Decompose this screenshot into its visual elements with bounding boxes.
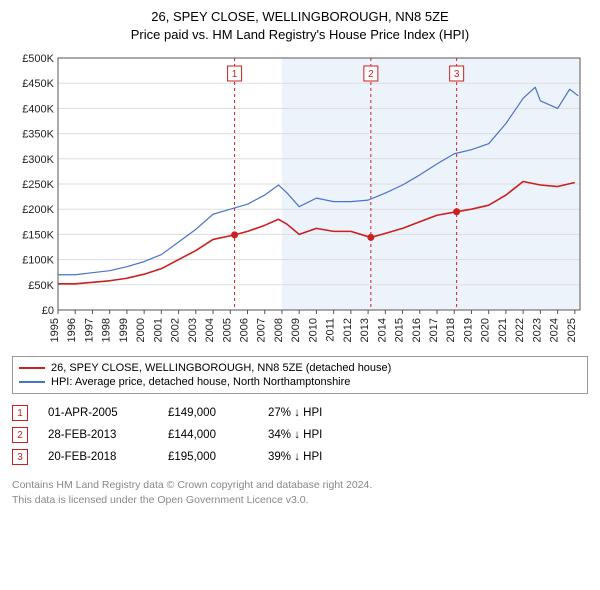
svg-text:2013: 2013 (359, 318, 371, 342)
svg-text:2016: 2016 (411, 318, 423, 342)
sale-date-1: 01-APR-2005 (48, 407, 148, 419)
svg-text:2020: 2020 (480, 318, 492, 342)
svg-text:2006: 2006 (239, 318, 251, 342)
sale-marker-2: 2 (12, 427, 28, 443)
legend-label-property: 26, SPEY CLOSE, WELLINGBOROUGH, NN8 5ZE … (51, 362, 391, 374)
svg-text:2015: 2015 (394, 318, 406, 342)
svg-text:2019: 2019 (462, 318, 474, 342)
legend-swatch-property (19, 367, 45, 369)
sale-price-1: £149,000 (168, 407, 248, 419)
sale-marker-1: 1 (12, 405, 28, 421)
svg-text:1999: 1999 (118, 318, 130, 342)
svg-text:3: 3 (454, 69, 460, 80)
chart-title: 26, SPEY CLOSE, WELLINGBOROUGH, NN8 5ZE … (12, 8, 588, 44)
svg-text:£50K: £50K (28, 280, 54, 292)
svg-text:2001: 2001 (152, 318, 164, 342)
svg-text:£150K: £150K (22, 230, 54, 242)
sale-delta-3: 39% ↓ HPI (268, 451, 358, 463)
sale-date-3: 20-FEB-2018 (48, 451, 148, 463)
chart-container: 26, SPEY CLOSE, WELLINGBOROUGH, NN8 5ZE … (0, 0, 600, 515)
legend: 26, SPEY CLOSE, WELLINGBOROUGH, NN8 5ZE … (12, 356, 588, 394)
sale-price-2: £144,000 (168, 429, 248, 441)
svg-text:2007: 2007 (256, 318, 268, 342)
svg-text:£450K: £450K (22, 79, 54, 91)
svg-text:£250K: £250K (22, 179, 54, 191)
sale-marker-3: 3 (12, 449, 28, 465)
line-chart-svg: £0 £50K £100K £150K £200K £250K £300K £350K £400… (12, 50, 588, 350)
svg-text:£400K: £400K (22, 104, 54, 116)
svg-text:2008: 2008 (273, 318, 285, 342)
svg-text:2003: 2003 (187, 318, 199, 342)
svg-text:2004: 2004 (204, 318, 216, 342)
title-line-1: 26, SPEY CLOSE, WELLINGBOROUGH, NN8 5ZE (12, 8, 588, 26)
sale-row-1: 1 01-APR-2005 £149,000 27% ↓ HPI (12, 402, 588, 424)
sale-price-3: £195,000 (168, 451, 248, 463)
svg-text:2005: 2005 (221, 318, 233, 342)
svg-text:2009: 2009 (290, 318, 302, 342)
legend-item-hpi: HPI: Average price, detached house, Nort… (19, 375, 581, 389)
svg-text:2002: 2002 (170, 318, 182, 342)
svg-text:2023: 2023 (531, 318, 543, 342)
svg-text:£0: £0 (42, 305, 54, 317)
svg-text:1996: 1996 (66, 318, 78, 342)
svg-text:2014: 2014 (376, 318, 388, 342)
svg-text:2021: 2021 (497, 318, 509, 342)
footer-line-1: Contains HM Land Registry data © Crown c… (12, 478, 588, 492)
svg-text:1998: 1998 (101, 318, 113, 342)
sale-delta-1: 27% ↓ HPI (268, 407, 358, 419)
sale-delta-2: 34% ↓ HPI (268, 429, 358, 441)
svg-text:2017: 2017 (428, 318, 440, 342)
svg-text:£350K: £350K (22, 129, 54, 141)
svg-text:£200K: £200K (22, 205, 54, 217)
title-line-2: Price paid vs. HM Land Registry's House … (12, 26, 588, 44)
svg-text:1997: 1997 (83, 318, 95, 342)
svg-text:£500K: £500K (22, 53, 54, 65)
svg-text:1: 1 (232, 69, 238, 80)
chart-area: £0 £50K £100K £150K £200K £250K £300K £350K £400… (12, 50, 588, 350)
svg-text:£100K: £100K (22, 255, 54, 267)
svg-text:2011: 2011 (325, 318, 337, 342)
sale-row-2: 2 28-FEB-2013 £144,000 34% ↓ HPI (12, 424, 588, 446)
svg-text:2010: 2010 (307, 318, 319, 342)
svg-text:1995: 1995 (49, 318, 61, 342)
svg-text:2000: 2000 (135, 318, 147, 342)
svg-text:2: 2 (368, 69, 374, 80)
svg-text:2022: 2022 (514, 318, 526, 342)
sales-table: 1 01-APR-2005 £149,000 27% ↓ HPI 2 28-FE… (12, 402, 588, 468)
legend-label-hpi: HPI: Average price, detached house, Nort… (51, 376, 350, 388)
svg-text:2012: 2012 (342, 318, 354, 342)
sale-row-3: 3 20-FEB-2018 £195,000 39% ↓ HPI (12, 446, 588, 468)
svg-text:2025: 2025 (566, 318, 578, 342)
footer-attribution: Contains HM Land Registry data © Crown c… (12, 478, 588, 506)
legend-swatch-hpi (19, 381, 45, 383)
svg-text:2024: 2024 (549, 318, 561, 342)
footer-line-2: This data is licensed under the Open Gov… (12, 493, 588, 507)
sale-date-2: 28-FEB-2013 (48, 429, 148, 441)
svg-text:2018: 2018 (445, 318, 457, 342)
legend-item-property: 26, SPEY CLOSE, WELLINGBOROUGH, NN8 5ZE … (19, 361, 581, 375)
svg-text:£300K: £300K (22, 154, 54, 166)
